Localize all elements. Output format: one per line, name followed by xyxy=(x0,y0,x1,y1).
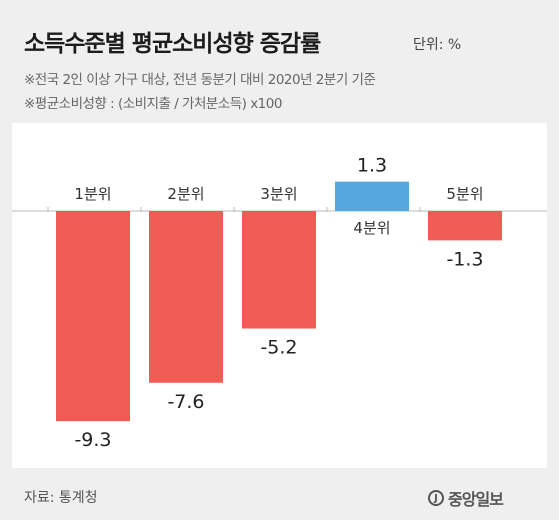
value-label-3: -5.2 xyxy=(260,337,297,359)
value-label-5: -1.3 xyxy=(446,248,483,270)
value-label-1: -9.3 xyxy=(74,429,111,451)
source-note: 자료: 통계청 xyxy=(24,490,98,506)
category-label-2: 2분위 xyxy=(167,185,204,203)
bar-2 xyxy=(149,211,223,383)
bar-5 xyxy=(428,211,502,241)
bar-chart: 1분위 -9.3 2분위 -7.6 3분위 -5.2 4분위 1.3 5분위 -1.3 xyxy=(12,155,547,451)
category-label-3: 3분위 xyxy=(260,185,297,203)
bar-4 xyxy=(335,181,409,211)
unit-label: 단위: % xyxy=(413,37,462,53)
footnote-scope: ※전국 2인 이상 가구 대상, 전년 동분기 대비 2020년 2분기 기준 xyxy=(24,72,376,88)
footnote-definition: ※평균소비성향 : (소비지출 / 가처분소득) x100 xyxy=(24,96,282,112)
category-label-5: 5분위 xyxy=(446,185,483,203)
chart-title: 소득수준별 평균소비성향 증감률 xyxy=(24,31,321,57)
category-label-1: 1분위 xyxy=(74,185,111,203)
value-label-4: 1.3 xyxy=(357,155,387,177)
chart-panel: 1분위 -9.3 2분위 -7.6 3분위 -5.2 4분위 1.3 5분위 -1.3 xyxy=(12,123,547,468)
bar-1 xyxy=(56,211,130,422)
logo-mark-icon: J xyxy=(428,490,444,506)
value-label-2: -7.6 xyxy=(167,391,204,413)
bar-3 xyxy=(242,211,316,329)
logo-text: 중앙일보 xyxy=(448,490,504,509)
publisher-logo: J 중앙일보 xyxy=(428,486,504,510)
category-label-4: 4분위 xyxy=(353,219,390,237)
